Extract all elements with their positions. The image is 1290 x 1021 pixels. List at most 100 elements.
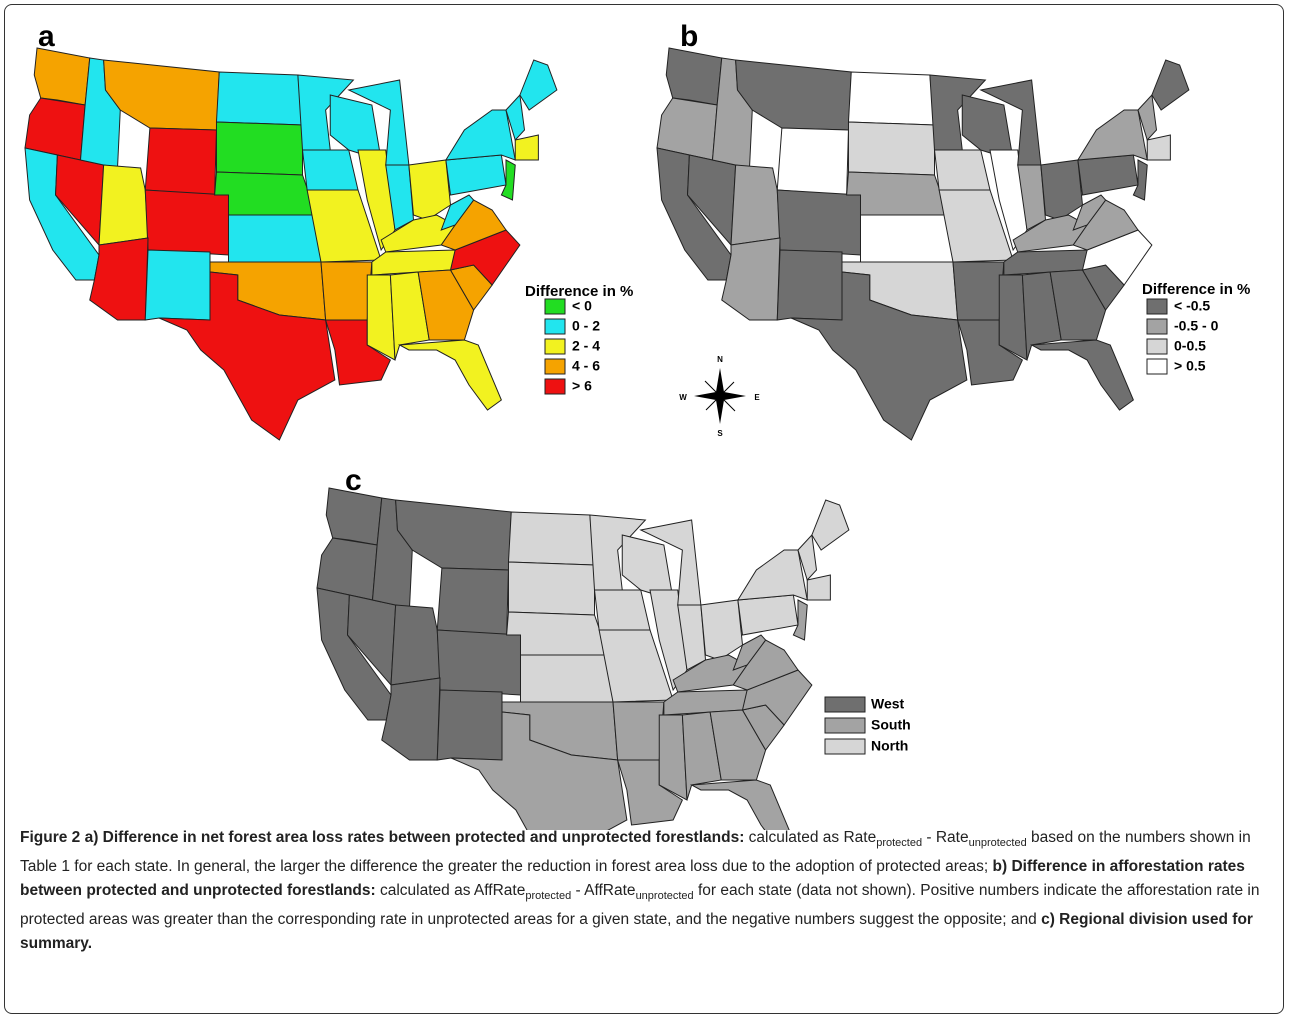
compass-label: S	[717, 429, 723, 438]
legend-swatch	[545, 339, 565, 354]
compass-label: E	[754, 393, 760, 402]
legend-label: West	[871, 696, 905, 712]
legend-swatch	[545, 359, 565, 374]
state	[666, 48, 722, 105]
caption-text: Figure 2 a) Difference in net forest are…	[20, 829, 744, 846]
state	[722, 238, 780, 320]
legend-label: North	[871, 738, 908, 754]
state	[216, 72, 302, 125]
state	[391, 605, 440, 685]
state	[848, 72, 934, 125]
state	[861, 215, 954, 262]
panel-label: a	[38, 20, 55, 53]
state	[216, 122, 302, 175]
caption-text: unprotected	[969, 837, 1027, 849]
state	[145, 190, 228, 255]
legend-title: Difference in %	[1142, 281, 1250, 298]
state	[145, 250, 210, 320]
state	[1147, 135, 1170, 160]
state	[1152, 60, 1189, 110]
caption-text: - AffRate	[571, 882, 635, 899]
state	[520, 60, 557, 110]
caption-text: calculated as Rate	[744, 829, 876, 846]
state	[437, 568, 508, 635]
state	[409, 160, 451, 220]
state	[953, 262, 1004, 320]
state	[508, 562, 594, 615]
state	[731, 165, 780, 245]
map	[317, 488, 849, 830]
state	[303, 150, 359, 190]
state	[777, 250, 842, 320]
legend-label: 2 - 4	[572, 338, 600, 354]
legend-swatch	[1147, 359, 1167, 374]
state	[508, 512, 594, 565]
state	[382, 678, 440, 760]
state	[807, 575, 830, 600]
legend-label: < 0	[572, 298, 592, 314]
legend-label: 0 - 2	[572, 318, 600, 334]
legend-label: 4 - 6	[572, 358, 600, 374]
legend-swatch	[1147, 319, 1167, 334]
compass-label: N	[717, 355, 723, 364]
state	[437, 690, 502, 760]
state	[1041, 160, 1083, 220]
map	[657, 48, 1189, 440]
state	[321, 262, 372, 320]
state	[400, 340, 502, 410]
caption-text: protected	[525, 890, 571, 902]
caption: Figure 2 a) Difference in net forest are…	[20, 826, 1272, 956]
caption-text: unprotected	[636, 890, 694, 902]
page: {"panels": [ {"label": "a", "legend_titl…	[0, 0, 1290, 1021]
compass-label: W	[679, 393, 687, 402]
state	[692, 780, 794, 830]
state	[1078, 110, 1147, 160]
state	[848, 122, 934, 175]
maps: a b c Difference in % Difference in % N …	[0, 0, 1290, 830]
legend-label: 0-0.5	[1174, 338, 1206, 354]
state	[104, 60, 220, 130]
state	[1032, 340, 1134, 410]
state	[935, 150, 991, 190]
compass: N S W E	[679, 355, 760, 438]
state	[738, 595, 798, 635]
legend-swatch	[825, 697, 865, 712]
state	[515, 135, 538, 160]
legend-label: -0.5 - 0	[1174, 318, 1219, 334]
state	[847, 172, 949, 215]
state	[521, 655, 614, 702]
state	[736, 60, 852, 130]
caption-text: calculated as AffRate	[376, 882, 526, 899]
state	[34, 48, 90, 105]
legend-label: < -0.5	[1174, 298, 1210, 314]
state	[215, 172, 317, 215]
legend-swatch	[1147, 339, 1167, 354]
state	[738, 550, 807, 600]
legend-swatch	[545, 319, 565, 334]
map	[25, 48, 557, 440]
state	[229, 215, 322, 262]
legend-swatch	[825, 718, 865, 733]
legend-label: > 6	[572, 378, 592, 394]
panel-label: b	[680, 20, 698, 53]
state	[1078, 155, 1138, 195]
state	[446, 110, 515, 160]
legend-swatch	[545, 299, 565, 314]
caption-text: - Rate	[922, 829, 969, 846]
legend-label: > 0.5	[1174, 358, 1206, 374]
state	[595, 590, 651, 630]
state	[613, 702, 664, 760]
state	[396, 500, 512, 570]
state	[145, 128, 216, 195]
caption-text: protected	[876, 837, 922, 849]
state	[812, 500, 849, 550]
legend-label: South	[871, 717, 911, 733]
legend-swatch	[1147, 299, 1167, 314]
state	[507, 612, 609, 655]
state	[446, 155, 506, 195]
state	[701, 600, 743, 660]
state	[90, 238, 148, 320]
legend-swatch	[545, 379, 565, 394]
state	[99, 165, 148, 245]
state	[777, 128, 848, 195]
